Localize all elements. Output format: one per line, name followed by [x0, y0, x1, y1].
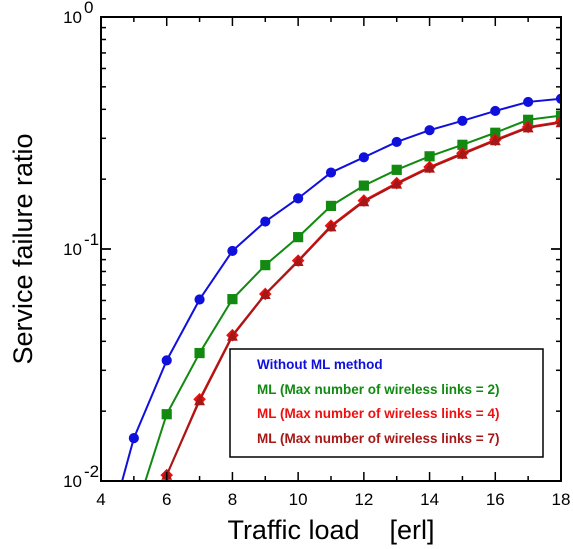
- series-1-point: [424, 151, 435, 162]
- series-3-point: [489, 134, 501, 146]
- ticks-layer: [100, 16, 562, 482]
- series-3-point: [358, 195, 370, 207]
- series-3-point: [325, 220, 337, 232]
- series-0-point: [227, 245, 238, 257]
- series-1-point: [391, 164, 402, 175]
- series-3-point: [292, 255, 304, 267]
- x-tick-label: 8: [228, 490, 237, 509]
- series-3-point: [555, 116, 561, 128]
- series-3-point: [227, 329, 238, 341]
- series-1: [139, 110, 561, 491]
- series-1-point: [139, 482, 148, 491]
- series-0-point: [555, 93, 561, 104]
- series-1-point: [555, 110, 561, 121]
- y-tick-label-exponent: 0: [84, 0, 93, 17]
- series-3-point: [424, 161, 435, 173]
- y-tick-label-exponent: -1: [84, 230, 99, 249]
- series-1-point: [194, 347, 205, 359]
- series-0-point: [194, 294, 205, 305]
- series-1-point: [227, 294, 238, 305]
- y-tick-label-exponent: -2: [84, 462, 99, 481]
- legend-entry-2: ML (Max number of wireless links = 4): [257, 406, 499, 421]
- y-tick-label-base: 10: [63, 240, 82, 259]
- series-0-point: [325, 167, 337, 178]
- series-0-point: [161, 355, 172, 366]
- legend-box: [229, 348, 544, 458]
- x-tick-label: 18: [552, 490, 571, 509]
- legend-entry-1: ML (Max number of wireless links = 2): [257, 382, 499, 397]
- x-tick-label: 10: [289, 490, 308, 509]
- legend-entry-0: Without ML method: [257, 357, 383, 372]
- series-3-point: [259, 288, 271, 300]
- series-3-point: [522, 121, 534, 133]
- x-tick-label: 14: [420, 490, 439, 509]
- x-tick-label: 16: [486, 490, 505, 509]
- y-axis-title: Service failure ratio: [8, 133, 38, 364]
- series-3-point: [457, 147, 468, 159]
- series-line-1: [144, 114, 561, 481]
- x-tick-label: 4: [96, 490, 105, 509]
- series-1-point: [260, 260, 271, 271]
- series-1-point: [293, 232, 304, 243]
- legend-entry-3: ML (Max number of wireless links = 7): [257, 431, 499, 446]
- series-0-point: [424, 125, 435, 136]
- series-0: [121, 93, 561, 481]
- series-0-point: [523, 96, 534, 108]
- x-axis-title: Traffic load [erl]: [227, 515, 434, 545]
- legend: Without ML method ML (Max number of wire…: [229, 348, 544, 458]
- series-1-point: [161, 409, 172, 420]
- series-0-point: [293, 193, 304, 204]
- series-0-point: [490, 105, 501, 117]
- y-tick-label-base: 10: [63, 472, 82, 491]
- series-3-point: [194, 394, 205, 406]
- x-tick-label: 12: [354, 490, 373, 509]
- series-0-point: [128, 433, 139, 444]
- series-layer: [121, 93, 561, 491]
- series-0-point: [358, 152, 369, 163]
- series-0-point: [391, 136, 402, 148]
- series-1-point: [325, 200, 337, 211]
- series-0-point: [457, 115, 468, 126]
- series-3-point: [391, 177, 403, 189]
- series-0-point: [260, 216, 271, 227]
- x-tick-label: 6: [162, 490, 171, 509]
- series-1-point: [358, 180, 369, 191]
- y-tick-label-base: 10: [63, 8, 82, 27]
